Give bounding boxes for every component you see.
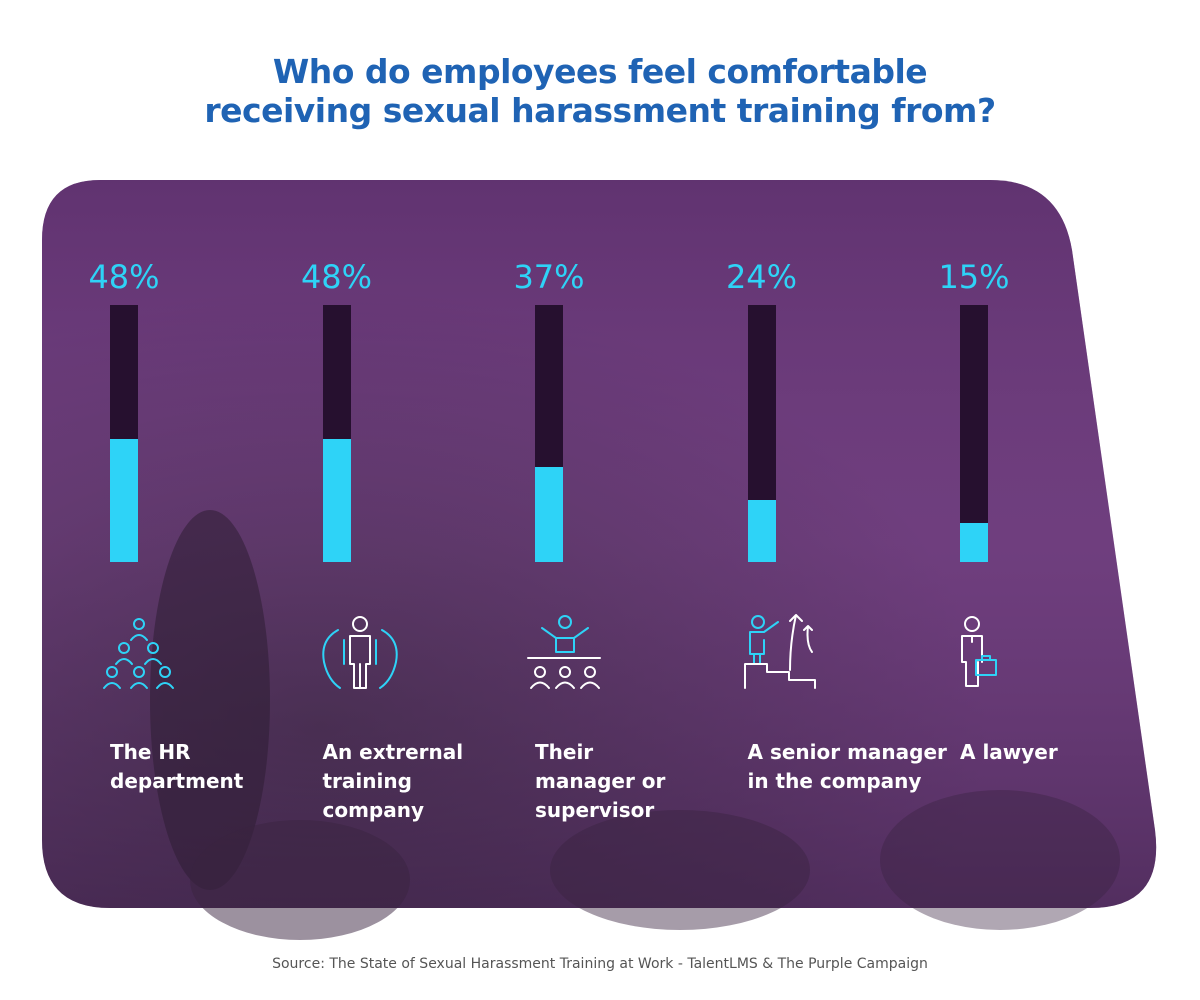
icon-lawyer: [961, 616, 997, 687]
chart-title: Who do employees feel comfortable receiv…: [204, 52, 996, 130]
source: Source: The State of Sexual Harassment T…: [272, 956, 928, 972]
icon-external: [322, 616, 398, 689]
value-label: 48%: [300, 258, 373, 296]
category-label: The HR department: [110, 740, 244, 793]
category-label: Their manager or supervisor: [535, 740, 666, 822]
category-label: A senior manager in the company: [747, 740, 947, 793]
value-label: 37%: [513, 258, 585, 296]
icon-manager: [527, 615, 601, 689]
icon-senior: [744, 614, 816, 689]
bar: [535, 466, 563, 562]
bar: [110, 438, 138, 562]
bar: [322, 438, 351, 562]
value-label: 48%: [88, 258, 160, 296]
category-label: A lawyer: [960, 740, 1058, 764]
bar: [747, 500, 776, 562]
value-label: 15%: [938, 258, 1010, 296]
bar: [960, 523, 988, 562]
value-label: 24%: [725, 258, 798, 296]
bar-track: [960, 305, 988, 562]
icon-hr: [103, 618, 174, 689]
category-label: An extrernal training company: [322, 740, 464, 822]
